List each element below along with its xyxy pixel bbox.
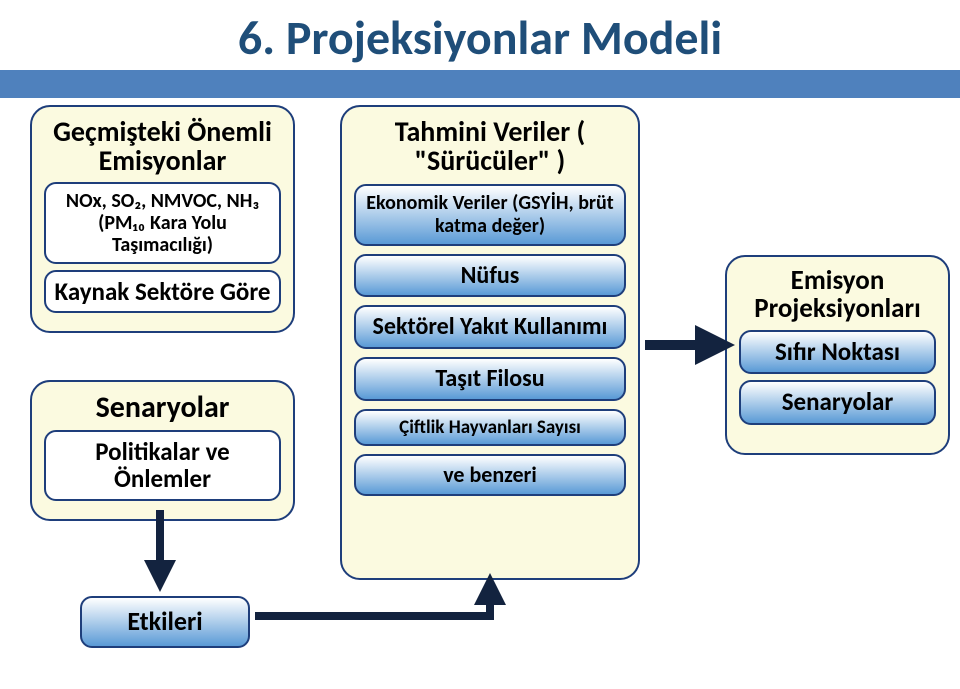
card-output: Emisyon Projeksiyonları Sıfır Noktası Se… <box>725 255 950 455</box>
effects-box: Etkileri <box>80 596 250 648</box>
card-past-emissions: Geçmişteki Önemli Emisyonlar NOx, SO₂, N… <box>30 105 295 333</box>
card-scenarios: Senaryolar Politikalar ve Önlemler <box>30 380 295 521</box>
output-scenarios-box: Senaryolar <box>739 380 936 425</box>
emissions-sector-box: Kaynak Sektöre Göre <box>44 270 281 314</box>
output-zero-point-box: Sıfır Noktası <box>739 330 936 375</box>
card-scenarios-title: Senaryolar <box>44 392 281 424</box>
card-output-title: Emisyon Projeksiyonları <box>739 267 936 324</box>
driver-item: Ekonomik Veriler (GSYİH, brüt katma değe… <box>354 184 626 246</box>
driver-item: ve benzeri <box>354 454 626 495</box>
arrow-effects-to-drivers <box>255 585 490 616</box>
drivers-items-container: Ekonomik Veriler (GSYİH, brüt katma değe… <box>354 184 626 496</box>
title-band <box>0 70 960 98</box>
page-title: 6. Projeksiyonlar Modeli <box>0 8 960 67</box>
scenarios-policies-box: Politikalar ve Önlemler <box>44 430 281 501</box>
driver-item: Nüfus <box>354 254 626 298</box>
card-drivers: Tahmini Veriler ( "Sürücüler" ) Ekonomik… <box>340 105 640 580</box>
emissions-pollutants-box: NOx, SO₂, NMVOC, NH₃ (PM₁₀ Kara Yolu Taş… <box>44 182 281 264</box>
card-drivers-title: Tahmini Veriler ( "Sürücüler" ) <box>354 117 626 176</box>
title-text: 6. Projeksiyonlar Modeli <box>238 8 722 67</box>
driver-item: Çiftlik Hayvanları Sayısı <box>354 409 626 447</box>
driver-item: Taşıt Filosu <box>354 357 626 401</box>
card-past-emissions-title: Geçmişteki Önemli Emisyonlar <box>44 117 281 176</box>
driver-item: Sektörel Yakıt Kullanımı <box>354 305 626 349</box>
